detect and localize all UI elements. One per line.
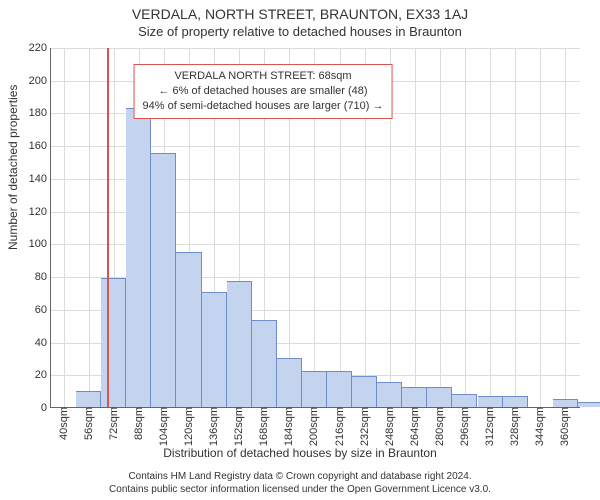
x-axis-label: Distribution of detached houses by size … [0,446,600,460]
histogram-bar [503,396,528,407]
reference-line [107,48,109,407]
xtick-label: 152sqm [233,407,245,446]
chart-container: VERDALA, NORTH STREET, BRAUNTON, EX33 1A… [0,0,600,500]
xtick-label: 200sqm [308,407,320,446]
xtick-label: 168sqm [258,407,270,446]
gridline-v [415,48,416,407]
chart-title: VERDALA, NORTH STREET, BRAUNTON, EX33 1A… [0,0,600,22]
histogram-bar [202,292,227,407]
xtick-label: 248sqm [384,407,396,446]
ytick-label: 120 [29,206,51,218]
ytick-label: 180 [29,107,51,119]
histogram-bar [277,358,302,407]
xtick-label: 232sqm [359,407,371,446]
histogram-bar [76,391,101,407]
histogram-bar [427,387,452,407]
xtick-label: 120sqm [183,407,195,446]
ytick-label: 100 [29,238,51,250]
annotation-line: 94% of semi-detached houses are larger (… [143,99,384,114]
histogram-bar [352,376,377,407]
gridline-v [540,48,541,407]
ytick-label: 140 [29,173,51,185]
gridline-v [465,48,466,407]
ytick-label: 220 [29,42,51,54]
ytick-label: 40 [35,337,51,349]
xtick-label: 216sqm [334,407,346,446]
gridline-v [515,48,516,407]
gridline-v [89,48,90,407]
ytick-label: 60 [35,304,51,316]
footer-attribution: Contains HM Land Registry data © Crown c… [0,470,600,496]
gridline-v [490,48,491,407]
xtick-label: 184sqm [283,407,295,446]
gridline-h [51,48,580,49]
histogram-bar [126,108,151,407]
xtick-label: 56sqm [83,407,95,440]
gridline-v [565,48,566,407]
xtick-label: 360sqm [559,407,571,446]
xtick-label: 328sqm [509,407,521,446]
gridline-v [64,48,65,407]
gridline-v [440,48,441,407]
ytick-label: 200 [29,75,51,87]
xtick-label: 88sqm [133,407,145,440]
histogram-bar [101,278,126,407]
histogram-bar [302,371,327,407]
xtick-label: 312sqm [484,407,496,446]
histogram-bar [402,387,427,407]
ytick-label: 0 [41,402,51,414]
xtick-label: 344sqm [534,407,546,446]
ytick-label: 160 [29,140,51,152]
y-axis-label: Number of detached properties [6,85,20,250]
xtick-label: 136sqm [208,407,220,446]
ytick-label: 20 [35,369,51,381]
histogram-bar [553,399,578,407]
histogram-bar [377,382,402,407]
xtick-label: 264sqm [409,407,421,446]
histogram-bar [151,153,176,407]
histogram-bar [252,320,277,407]
histogram-bar [227,281,252,407]
histogram-bar [478,396,503,407]
xtick-label: 296sqm [459,407,471,446]
xtick-label: 104sqm [158,407,170,446]
annotation-line: VERDALA NORTH STREET: 68sqm [143,69,384,84]
footer-line-2: Contains public sector information licen… [0,483,600,496]
histogram-bar [327,371,352,407]
annotation-box: VERDALA NORTH STREET: 68sqm← 6% of detac… [134,64,393,119]
xtick-label: 280sqm [434,407,446,446]
xtick-label: 72sqm [108,407,120,440]
plot-area: 02040608010012014016018020022040sqm56sqm… [50,48,580,408]
ytick-label: 80 [35,271,51,283]
footer-line-1: Contains HM Land Registry data © Crown c… [0,470,600,483]
histogram-bar [578,402,600,407]
histogram-bar [452,394,477,407]
histogram-bar [176,252,201,407]
chart-subtitle: Size of property relative to detached ho… [0,22,600,39]
xtick-label: 40sqm [58,407,70,440]
annotation-line: ← 6% of detached houses are smaller (48) [143,84,384,99]
